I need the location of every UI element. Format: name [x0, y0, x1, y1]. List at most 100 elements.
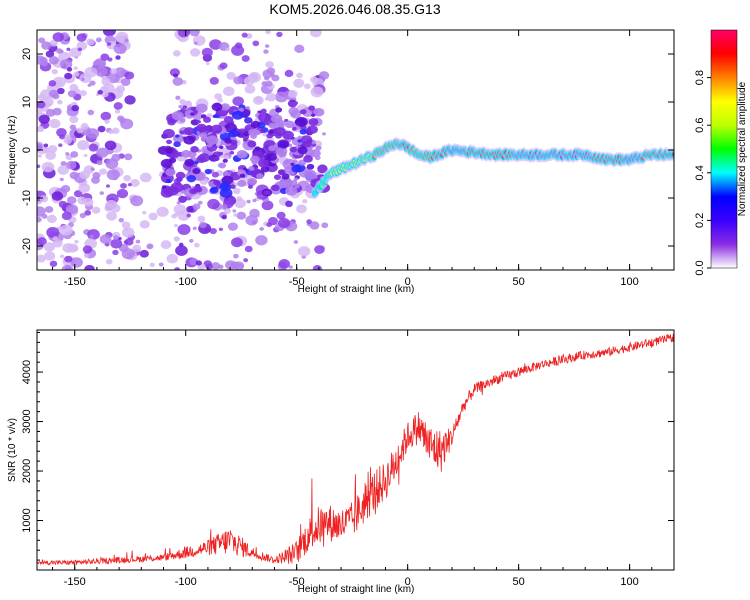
y-tick-label: -10 [21, 190, 33, 206]
spectral-blob [306, 138, 313, 144]
colorbar-tick-label: 0.2 [694, 213, 706, 228]
spectral-blob [209, 39, 222, 50]
spectral-blob [236, 211, 247, 220]
spectral-blob [218, 264, 224, 269]
spectral-blob [247, 177, 258, 186]
x-tick-label: 50 [513, 576, 525, 588]
spectral-blob [312, 265, 323, 270]
spectral-blob [43, 101, 52, 108]
spectral-blob [231, 44, 245, 56]
spectral-blob [110, 68, 118, 75]
spectral-blob [290, 162, 295, 166]
spectral-blob [80, 77, 85, 81]
snr-line [37, 333, 674, 566]
spectral-blob [61, 185, 71, 193]
spectral-blob [229, 184, 236, 190]
spectral-blob [244, 245, 253, 253]
spectral-blob [211, 171, 219, 178]
spectral-blob [37, 254, 46, 263]
spectral-blob [265, 80, 273, 87]
spectral-blob [260, 108, 267, 114]
spectral-blob [317, 164, 328, 174]
spectral-blob [252, 95, 264, 105]
spectral-blob [194, 160, 199, 165]
spectral-blob [113, 43, 127, 55]
spectral-blob [207, 198, 220, 210]
spectral-blob [197, 200, 203, 205]
spectral-blob [135, 239, 141, 244]
x-tick-label: 100 [620, 576, 638, 588]
spectral-blob [298, 159, 307, 166]
spectral-blob [181, 150, 192, 158]
spectral-blob [222, 171, 229, 176]
spectral-blob [299, 109, 307, 115]
spectral-blob [223, 86, 235, 97]
spectral-blob [108, 129, 114, 135]
spectral-blob [190, 112, 195, 116]
spectral-blob [172, 77, 184, 86]
spectral-blob [263, 190, 270, 196]
y-tick-label: 1000 [21, 508, 33, 532]
spectral-blob [160, 158, 173, 168]
spectral-blob [306, 163, 315, 170]
spectral-blob [243, 76, 255, 86]
spectral-blob [188, 238, 194, 243]
spectral-blob [284, 120, 295, 129]
spectral-blob [71, 104, 80, 112]
spectral-blob [289, 146, 298, 153]
colorbar-tick-label: 0.4 [694, 165, 706, 180]
spectral-blob [228, 129, 239, 138]
spectral-blob [173, 236, 180, 242]
spectral-blob [99, 234, 112, 245]
spectral-blob [65, 204, 79, 215]
y-tick-label: 3000 [21, 409, 33, 433]
spectral-blob [70, 257, 83, 268]
spectral-blob [96, 160, 103, 166]
spectral-blob [189, 30, 200, 37]
spectral-blob [124, 95, 136, 105]
spectral-blob [105, 184, 110, 188]
spectral-blob [104, 140, 117, 151]
spectral-blob [116, 85, 126, 93]
spectral-blob [288, 90, 298, 99]
spectral-blob [37, 237, 47, 246]
spectral-blob [46, 227, 60, 239]
spectral-blob [96, 147, 109, 158]
spectral-blob [295, 116, 308, 127]
spectral-blob [273, 174, 282, 180]
spectral-blob [215, 130, 220, 134]
spectral-blob [111, 153, 121, 162]
spectral-blob [120, 78, 131, 87]
spectral-blob [132, 244, 142, 253]
spectral-blob [303, 83, 311, 90]
spectral-blob [231, 237, 243, 248]
spectral-blob [209, 227, 217, 235]
spectral-blob [37, 206, 46, 217]
spectral-blob [276, 211, 286, 220]
spectral-blob [58, 143, 63, 147]
spectral-blob [87, 229, 100, 240]
spectral-blob [233, 213, 238, 217]
spectral-blob [64, 134, 71, 140]
spectral-blob [223, 155, 230, 160]
spectral-blob [245, 117, 251, 123]
y-axis-label: Frequency (Hz) [7, 116, 18, 185]
spectral-blob [74, 239, 79, 244]
spectral-blob [67, 90, 77, 98]
spectral-blob [90, 167, 95, 171]
spectral-blob [224, 116, 234, 124]
spectral-blob [171, 213, 178, 219]
spectral-blob [83, 154, 88, 158]
spectral-blob [82, 245, 93, 254]
spectral-blob [201, 47, 213, 57]
spectrogram-area [37, 30, 674, 270]
spectral-blob [112, 249, 119, 256]
spectral-blob [97, 125, 106, 133]
spectral-blob [205, 135, 219, 145]
spectral-blob [120, 118, 134, 130]
spectral-blob [268, 145, 277, 152]
spectral-blob [296, 204, 307, 214]
spectral-blob [116, 188, 129, 199]
spectral-blob [99, 168, 107, 175]
